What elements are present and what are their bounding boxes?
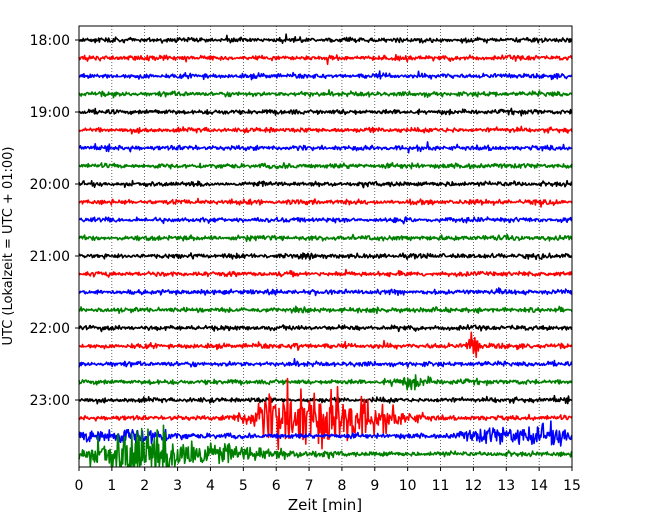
trace-2115: [78, 268, 573, 278]
trace-2330: [78, 420, 573, 447]
trace-2030: [78, 216, 573, 225]
trace-2145: [78, 305, 573, 315]
y-tick-label-5: 23:00: [30, 393, 70, 409]
x-axis-label: Zeit [min]: [288, 496, 362, 514]
trace-1845: [78, 89, 573, 99]
y-ticks: 18:00 19:00 20:00 21:00 22:00 23:00: [30, 33, 79, 409]
trace-1945: [78, 161, 573, 170]
trace-2045: [78, 233, 573, 243]
trace-1830: [78, 70, 573, 81]
trace-2000: [78, 179, 573, 189]
trace-2230: [78, 357, 573, 368]
x-tick-label-4: 4: [206, 478, 215, 494]
trace-2245: [78, 374, 573, 391]
x-tick-label-2: 2: [140, 478, 149, 494]
trace-1900: [78, 107, 573, 117]
x-tick-label-10: 10: [399, 478, 417, 494]
y-tick-label-2: 20:00: [30, 177, 70, 193]
trace-2300: [78, 394, 573, 405]
x-tick-label-1: 1: [107, 478, 116, 494]
x-tick-label-12: 12: [464, 478, 482, 494]
trace-1915: [78, 125, 573, 135]
trace-2100: [78, 252, 573, 261]
plot-frame: [78, 25, 573, 468]
x-tick-label-14: 14: [530, 478, 548, 494]
x-tick-label-5: 5: [239, 478, 248, 494]
y-tick-label-3: 21:00: [30, 249, 70, 265]
x-tick-label-7: 7: [305, 478, 314, 494]
trace-series: [78, 33, 573, 467]
y-tick-label-1: 19:00: [30, 105, 70, 121]
trace-2200: [78, 324, 573, 333]
x-tick-label-0: 0: [75, 478, 84, 494]
x-tick-label-3: 3: [173, 478, 182, 494]
x-tick-label-8: 8: [337, 478, 346, 494]
x-tick-label-6: 6: [272, 478, 281, 494]
trace-1800: [78, 33, 573, 45]
x-tick-label-15: 15: [563, 478, 581, 494]
trace-2315: [78, 377, 573, 451]
x-tick-label-9: 9: [370, 478, 379, 494]
trace-2130: [78, 287, 573, 297]
x-tick-label-11: 11: [432, 478, 450, 494]
trace-2015: [78, 197, 573, 208]
y-tick-label-0: 18:00: [30, 33, 70, 49]
trace-1815: [78, 53, 573, 66]
x-ticks: 0 1 2 3 4 5 6 7 8 9 10 11 12 13 14 15: [75, 467, 581, 494]
x-tick-label-13: 13: [497, 478, 515, 494]
trace-2215: [78, 331, 573, 359]
trace-1930: [78, 141, 573, 154]
trace-2345: [78, 424, 573, 467]
y-axis-label: UTC (Lokalzeit = UTC + 01:00): [1, 147, 16, 346]
y-tick-label-4: 22:00: [30, 321, 70, 337]
